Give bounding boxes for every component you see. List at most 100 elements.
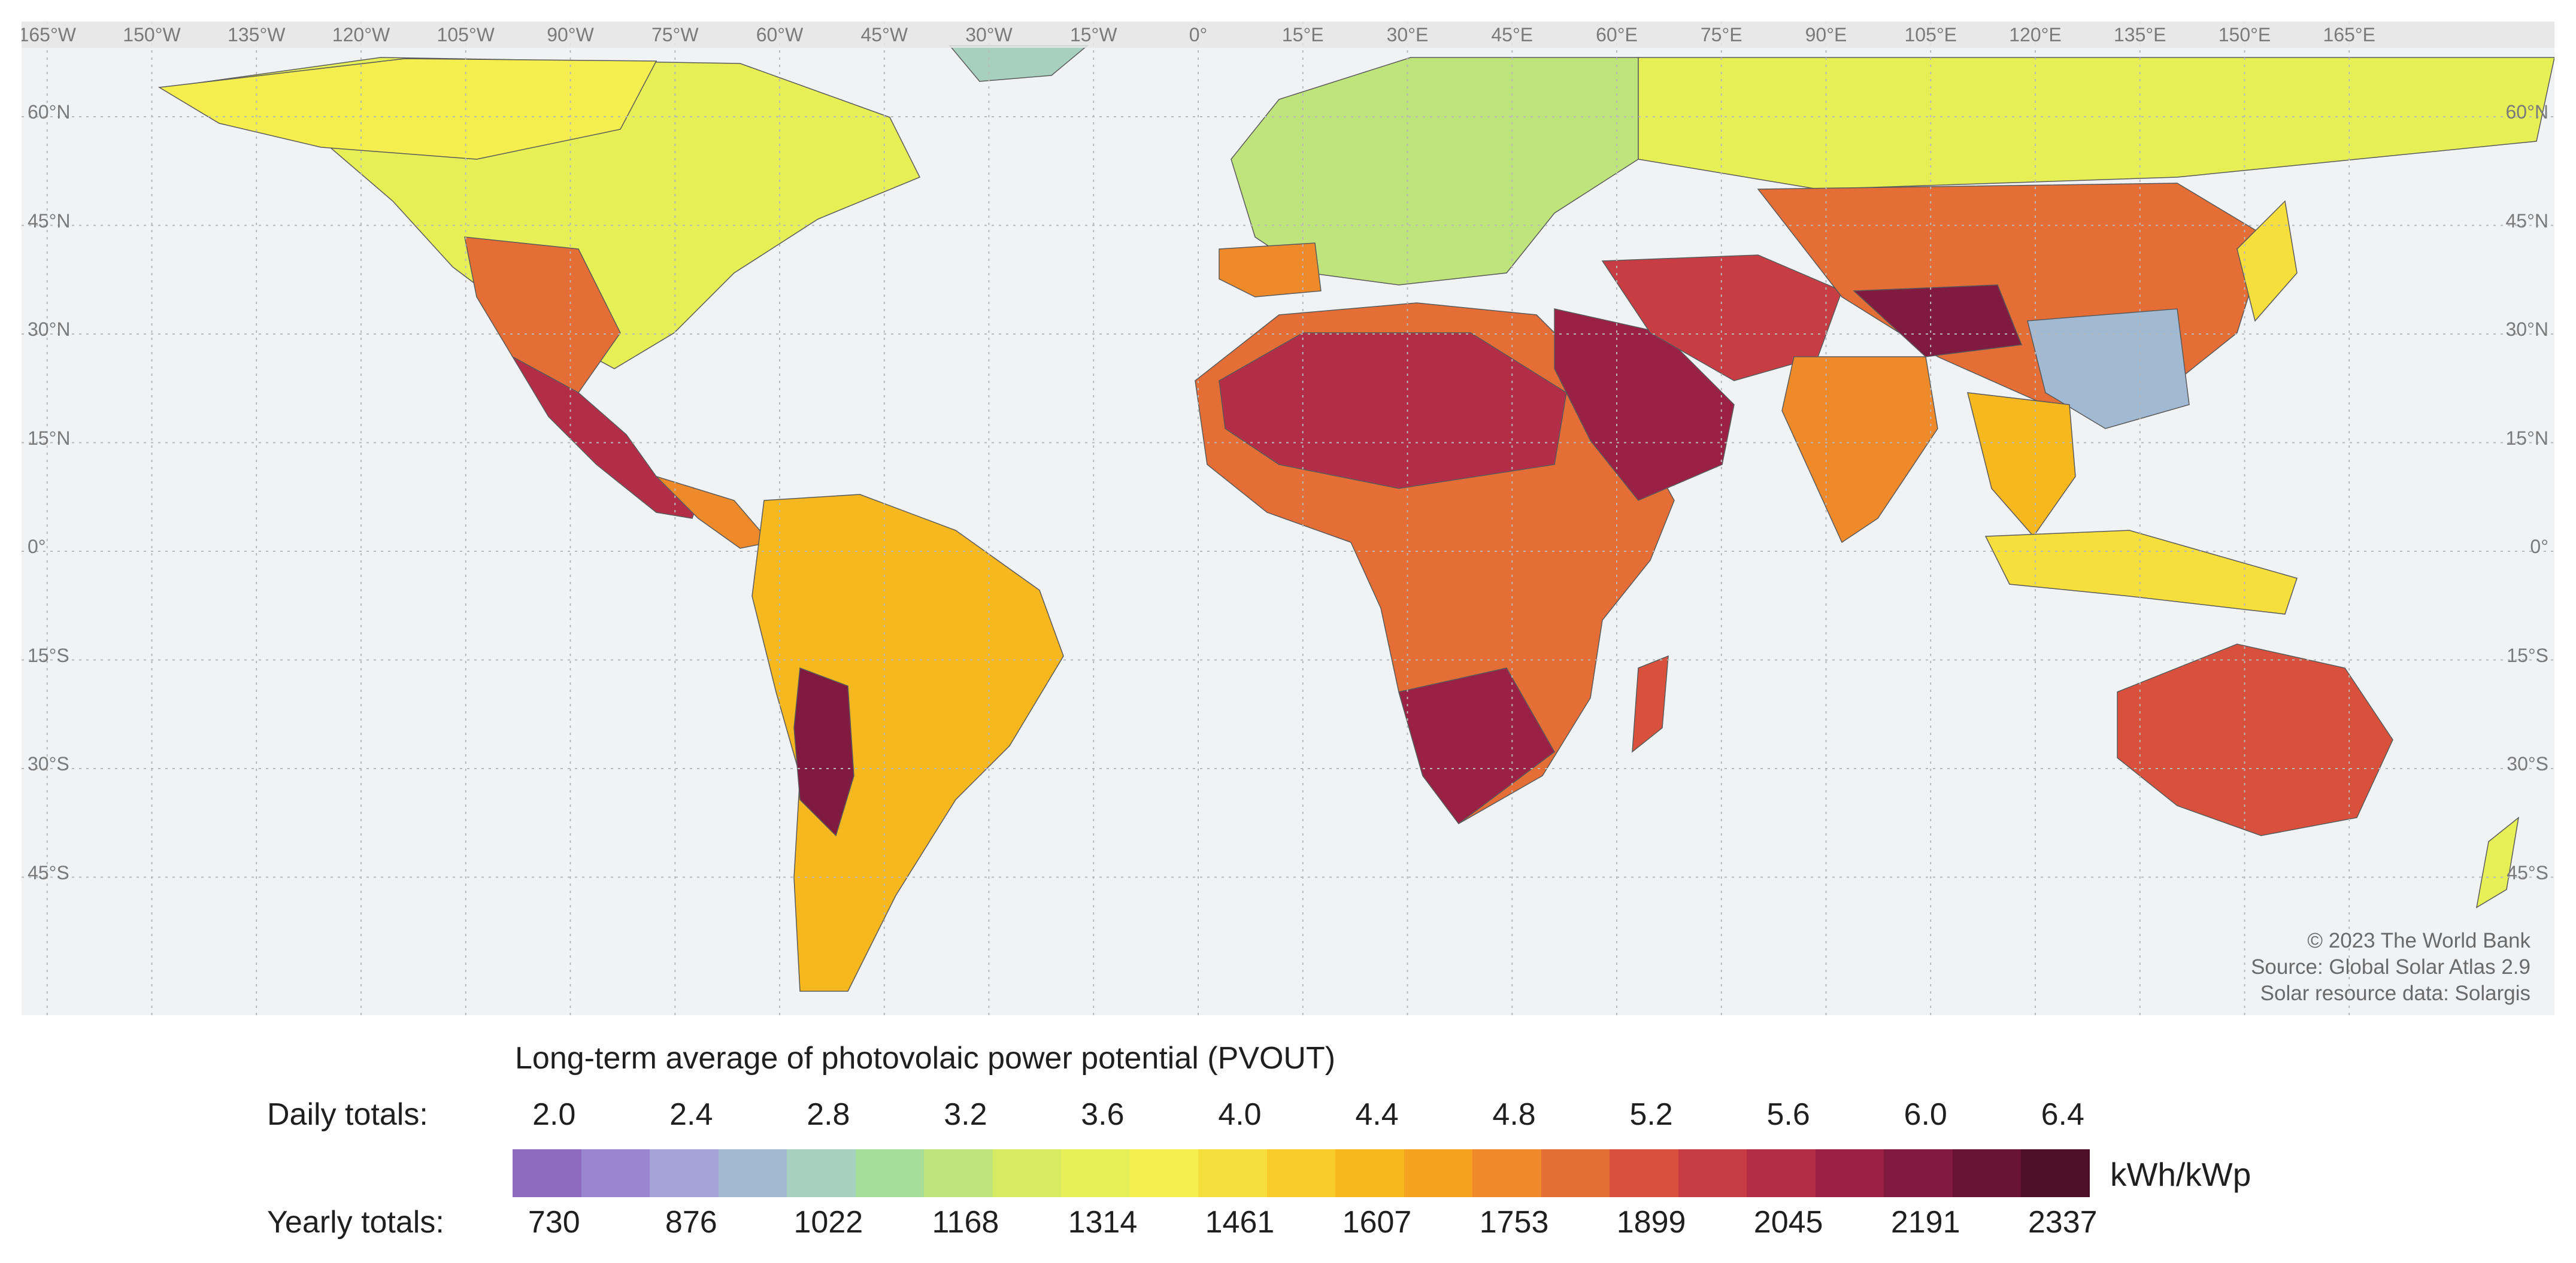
greenland [948,45,1089,82]
land-masses [157,45,2554,992]
colorbar-swatch [1061,1149,1130,1197]
longitude-label: 120°E [2009,24,2062,45]
colorbar-swatch [650,1149,719,1197]
sahara [1219,332,1567,489]
colorbar-swatch [1678,1149,1747,1197]
longitude-label: 75°W [651,24,699,45]
colorbar-swatch [924,1149,993,1197]
latitude-label: 15°N [28,427,71,449]
latitude-label: 45°N [2505,210,2549,232]
longitude-label: 165°E [2323,24,2376,45]
colorbar-swatch [513,1149,581,1197]
legend-tick-label: 2.8 [807,1097,850,1132]
longitude-label: 60°W [756,24,804,45]
legend-tick-label: 5.2 [1629,1097,1673,1132]
longitude-label: 75°E [1700,24,1742,45]
colorbar [513,1149,2090,1197]
legend-tick-label: 4.4 [1355,1097,1399,1132]
latitude-label: 15°S [2507,644,2548,666]
longitude-label: 135°E [2113,24,2166,45]
colorbar-swatch [787,1149,856,1197]
latitude-label: 45°S [28,861,69,884]
colorbar-swatch [1884,1149,1953,1197]
latitude-label: 30°S [28,753,69,775]
yearly-totals-label: Yearly totals: [267,1205,444,1240]
legend-tick-label: 1022 [793,1205,863,1240]
indonesia [1984,530,2298,615]
colorbar-swatch [581,1149,650,1197]
southern-africa [1398,667,1555,825]
colorbar-swatch [1335,1149,1404,1197]
australia [2117,643,2393,836]
latitude-label: 45°N [28,210,71,232]
legend-tick-label: 1314 [1068,1205,1138,1240]
longitude-label: 30°W [965,24,1013,45]
unit-label: kWh/kWp [2110,1156,2251,1193]
latitude-label: 15°N [2505,427,2549,449]
legend-tick-label: 2045 [1753,1205,1823,1240]
longitude-label: 60°E [1596,24,1638,45]
latitude-label: 30°N [2505,318,2549,340]
latitude-label: 15°S [28,644,69,666]
colorbar-swatch [1952,1149,2022,1197]
japan [2236,200,2298,322]
legend-tick-label: 1753 [1479,1205,1549,1240]
longitude-label: 105°W [437,24,495,45]
colorbar-swatch [1472,1149,1541,1197]
latitude-label: 45°S [2507,861,2548,884]
legend-tick-label: 3.6 [1081,1097,1125,1132]
latitude-label: 60°N [28,101,71,123]
colorbar-swatch [1541,1149,1610,1197]
colorbar-swatch [992,1149,1062,1197]
madagascar [1632,655,1669,753]
longitude-label: 30°E [1386,24,1429,45]
tibet [1853,284,2023,357]
credit-line: Source: Global Solar Atlas 2.9 [2251,955,2530,979]
east-china [2027,308,2190,429]
legend-tick-label: 4.8 [1492,1097,1536,1132]
colorbar-swatch [1610,1149,1678,1197]
latitude-label: 0° [2530,536,2548,557]
map-credits: © 2023 The World Bank Source: Global Sol… [2251,928,2530,1007]
mexico [511,356,699,519]
graticule [22,22,2554,1015]
legend-tick-label: 3.2 [944,1097,987,1132]
label-strip [22,22,2554,48]
pvout-map [22,22,2554,1015]
map-panel[interactable]: 165°W 150°W 135°W 120°W 105°W 90°W 75°W 60°W 45°… [22,22,2554,1015]
new-zealand [2475,816,2520,909]
longitude-label: 15°E [1281,24,1324,45]
southeast-asia [1967,392,2076,538]
colorbar-swatch [1266,1149,1336,1197]
credit-line: Solar resource data: Solargis [2260,982,2530,1005]
colorbar-swatch [1404,1149,1473,1197]
legend-title: Long-term average of photovolaic power p… [515,1041,1336,1076]
longitude-label: 90°E [1805,24,1847,45]
longitude-label: 135°W [228,24,286,45]
legend-tick-label: 730 [528,1205,580,1240]
daily-totals-label: Daily totals: [267,1097,428,1132]
longitude-label: 150°W [123,24,181,45]
latitude-label: 30°S [2507,753,2548,775]
legend-tick-label: 2.0 [532,1097,576,1132]
longitude-label: 45°W [860,24,908,45]
latitude-label: 60°N [2505,101,2549,123]
legend-tick-label: 5.6 [1766,1097,1810,1132]
longitude-label: 15°W [1069,24,1117,45]
colorbar-swatch [718,1149,787,1197]
colorbar-swatch [1747,1149,1816,1197]
alaska-canada-north [157,58,657,160]
iberia-med [1219,242,1322,297]
legend-tick-label: 2337 [2028,1205,2098,1240]
colorbar-swatch [1815,1149,1884,1197]
colorbar-swatch [1129,1149,1199,1197]
legend-tick-label: 6.4 [2041,1097,2084,1132]
legend-tick-label: 1607 [1342,1205,1412,1240]
longitude-label: 105°E [1904,24,1957,45]
south-america [751,494,1064,992]
legend-tick-label: 1899 [1616,1205,1686,1240]
longitude-label: 150°E [2218,24,2271,45]
latitude-label: 30°N [28,318,71,340]
legend-tick-label: 876 [665,1205,717,1240]
legend-tick-label: 1461 [1205,1205,1275,1240]
